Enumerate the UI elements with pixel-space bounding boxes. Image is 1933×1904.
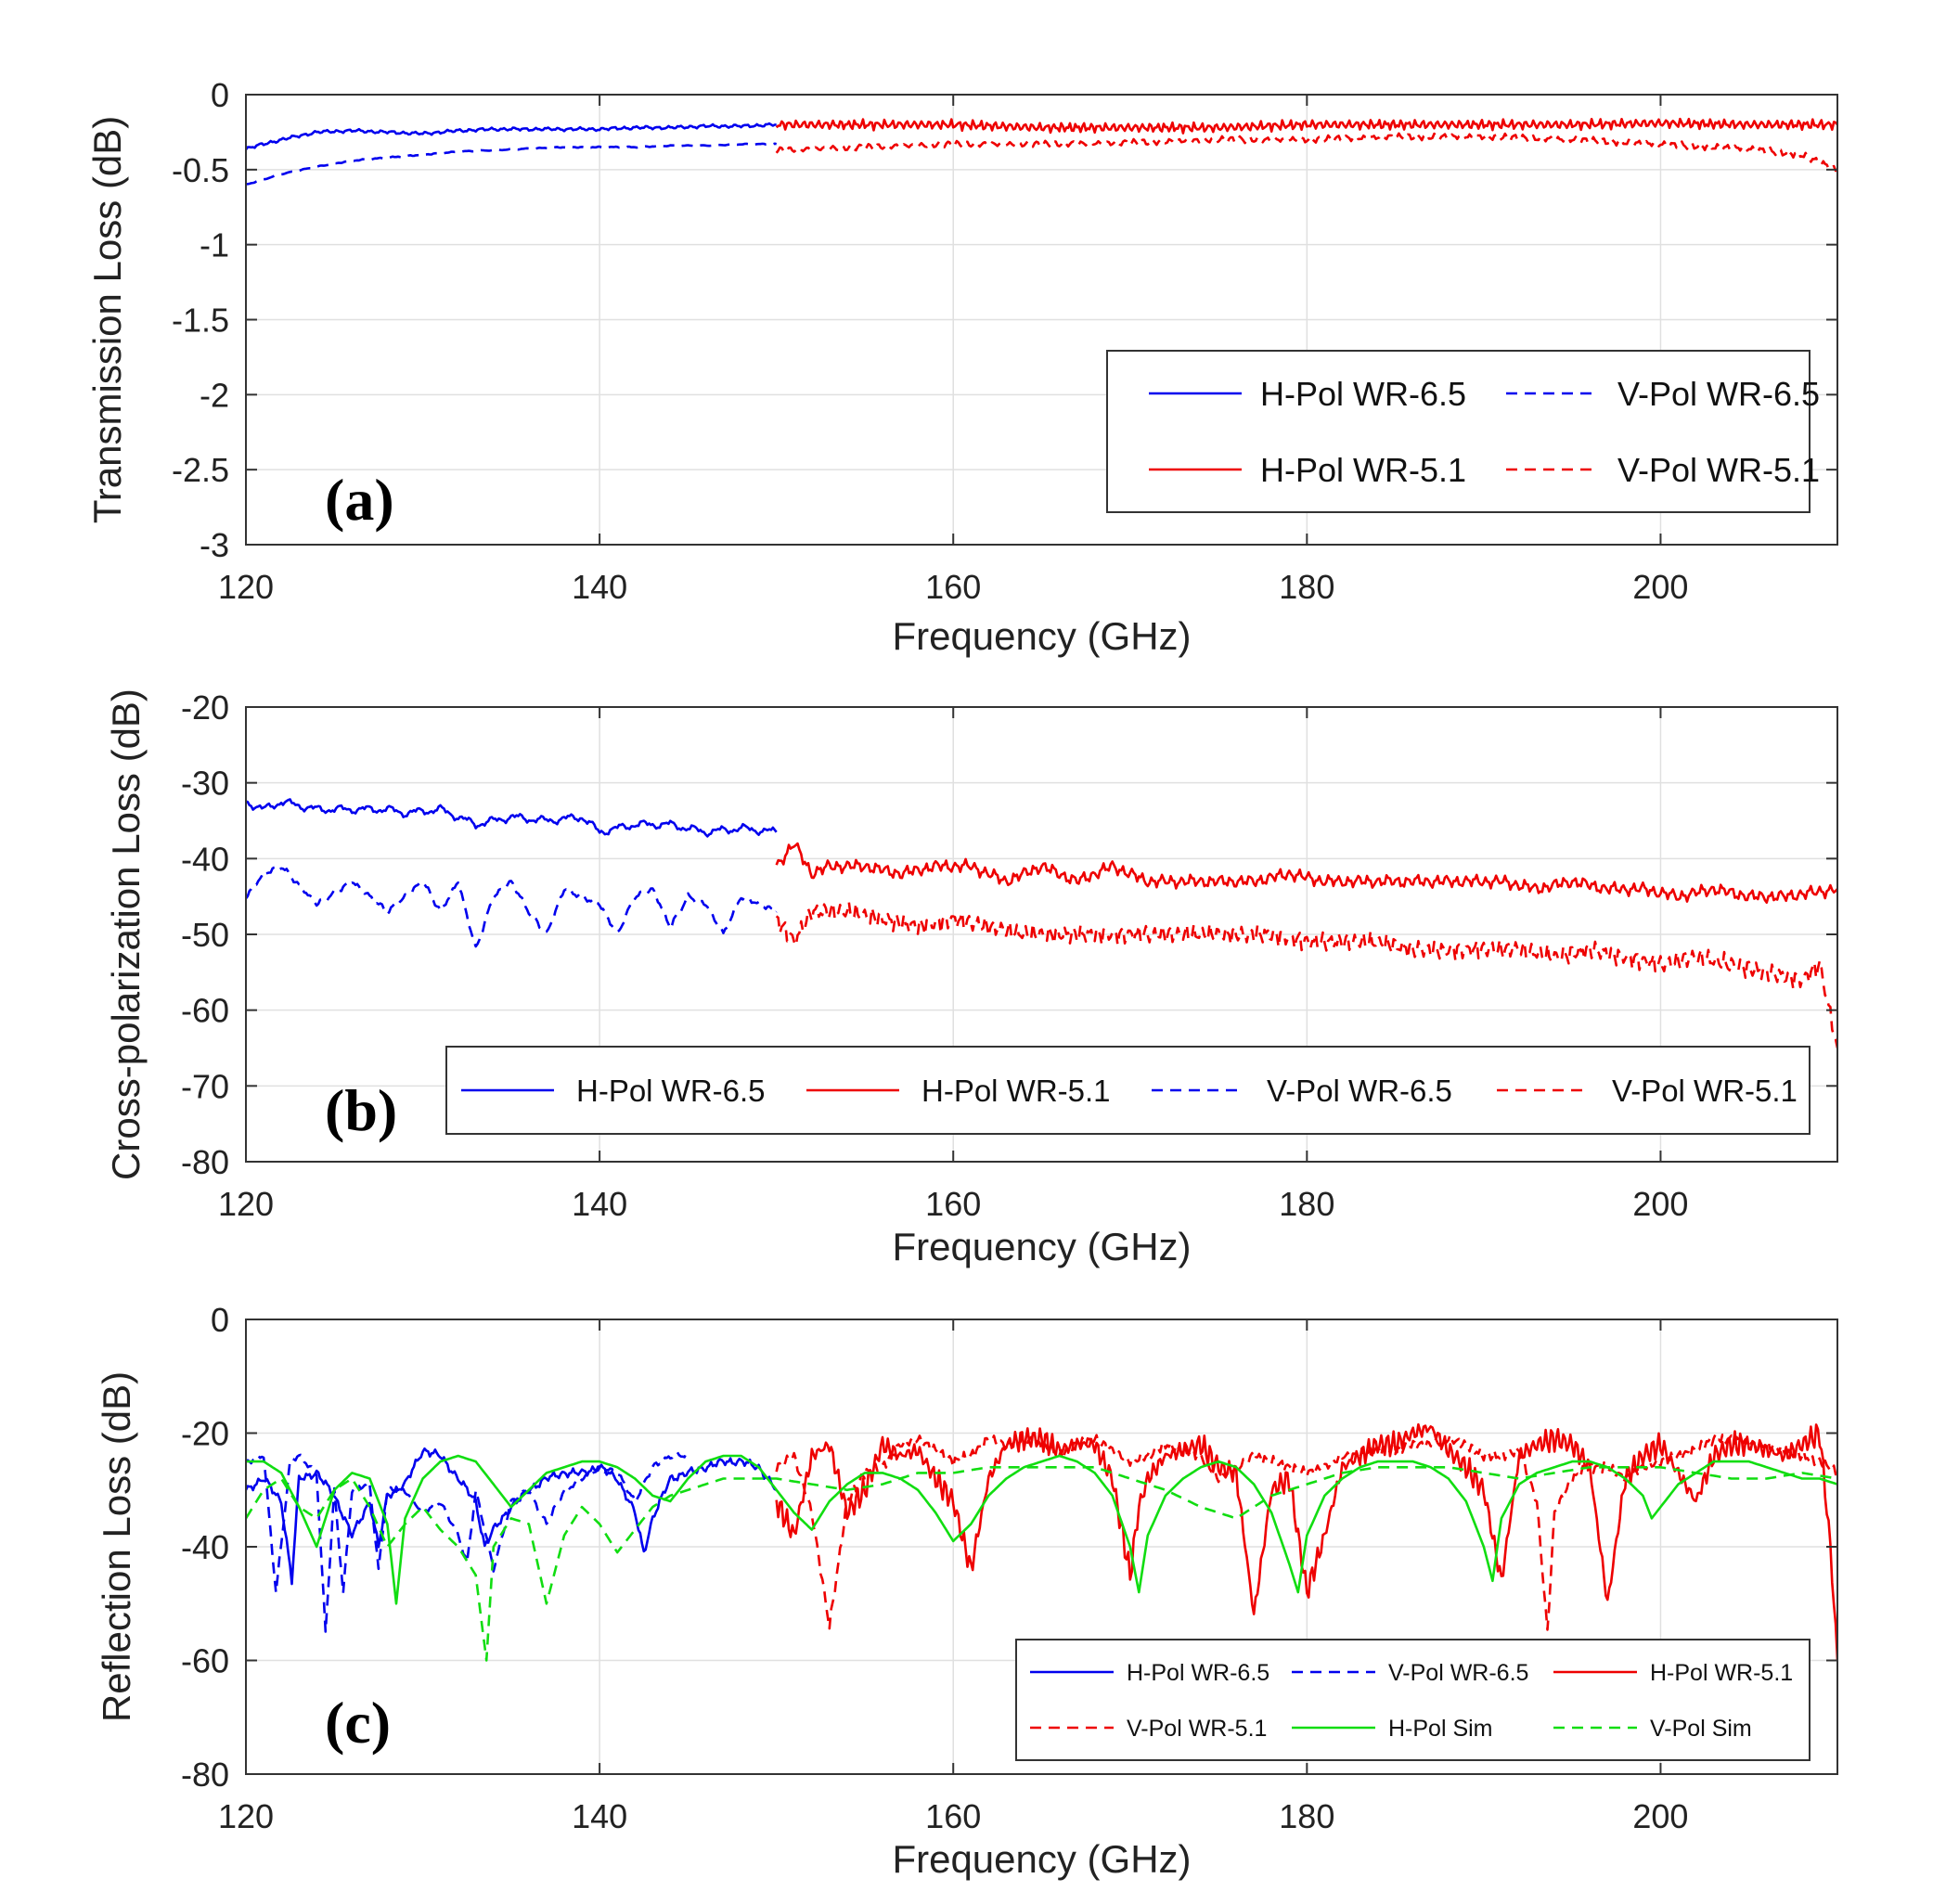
series-line-v-pol-wr-5-1 [775, 1433, 1837, 1631]
series-group [246, 798, 1837, 1048]
series-line-v-pol-sim [246, 1466, 1837, 1662]
legend-label: V-Pol WR-5.1 [1612, 1074, 1798, 1108]
x-tick-label: 140 [572, 1797, 627, 1835]
legend-label: H-Pol WR-5.1 [921, 1074, 1111, 1108]
x-tick-label: 160 [925, 568, 981, 606]
x-axis-label: Frequency (GHz) [892, 614, 1191, 658]
series-line-v-pol-wr-6-5 [246, 865, 778, 948]
legend-label: H-Pol WR-5.1 [1260, 451, 1466, 489]
y-tick-label: 0 [211, 1301, 229, 1339]
legend-label: H-Pol Sim [1388, 1716, 1493, 1742]
panel-label: (c) [325, 1690, 391, 1756]
series-line-h-pol-wr-5-1 [775, 1422, 1837, 1661]
series-line-h-pol-wr-6-5 [246, 798, 778, 838]
panel-c: 120 140 160 180 200 0 -20 -40 -60 -80 Frequency (G… [95, 1301, 1838, 1881]
legend-label: V-Pol WR-6.5 [1388, 1660, 1528, 1686]
y-tick-label: -2 [200, 376, 229, 414]
series-line-v-pol-wr-5-1 [775, 901, 1837, 1048]
y-tick-label: 0 [211, 76, 229, 114]
x-tick-label: 180 [1279, 1797, 1334, 1835]
x-tick-label: 200 [1632, 568, 1688, 606]
x-tick-label: 180 [1279, 1185, 1334, 1223]
legend-label: V-Pol Sim [1650, 1716, 1752, 1742]
x-tick-label: 180 [1279, 568, 1334, 606]
series-group [246, 1422, 1837, 1662]
legend-box [1106, 350, 1811, 513]
y-axis-label: Reflection Loss (dB) [95, 1371, 138, 1722]
x-tick-label: 120 [218, 568, 274, 606]
x-tick-label: 200 [1632, 1797, 1688, 1835]
legend: H-Pol WR-6.5 H-Pol WR-5.1 V-Pol WR-6.5 V-Po… [1106, 350, 1820, 513]
legend-box [1015, 1639, 1811, 1761]
x-tick-label: 120 [218, 1797, 274, 1835]
x-tick-label: 200 [1632, 1185, 1688, 1223]
series-line-h-pol-sim [246, 1454, 1837, 1605]
panel-a: 120 140 160 180 200 0 -0.5 -1 -1.5 -2 -2.5 -3 Freque… [85, 76, 1838, 658]
legend-label: H-Pol WR-6.5 [1260, 375, 1466, 413]
x-tick-label: 120 [218, 1185, 274, 1223]
legend-label: V-Pol WR-5.1 [1617, 451, 1820, 489]
y-tick-label: -2.5 [172, 451, 229, 489]
y-axis-label: Cross-polarization Loss (dB) [104, 688, 148, 1180]
y-tick-label: -3 [200, 526, 229, 564]
legend: H-Pol WR-6.5 V-Pol WR-5.1 V-Pol WR-6.5 H-Po… [1015, 1639, 1811, 1761]
y-tick-label: -40 [181, 1528, 229, 1566]
series-line-h-pol-wr-6-5 [246, 122, 777, 150]
y-axis-label: Transmission Loss (dB) [85, 116, 129, 524]
legend-box [445, 1046, 1811, 1135]
x-tick-label: 140 [572, 568, 627, 606]
x-tick-label: 140 [572, 1185, 627, 1223]
x-axis-label: Frequency (GHz) [892, 1837, 1191, 1881]
y-tick-label: -80 [181, 1143, 229, 1181]
legend-label: V-Pol WR-6.5 [1617, 375, 1820, 413]
y-tick-label: -20 [181, 1415, 229, 1453]
y-tick-label: -20 [181, 688, 229, 727]
panel-b: 120 140 160 180 200 -20 -30 -40 -50 -60 -70 -80 Freq… [104, 688, 1838, 1268]
y-tick-label: -1 [200, 226, 229, 264]
y-tick-label: -60 [181, 1642, 229, 1680]
legend-label: H-Pol WR-5.1 [1650, 1660, 1793, 1686]
series-line-h-pol-wr-5-1 [775, 842, 1837, 904]
series-line-v-pol-wr-6-5 [246, 142, 778, 186]
series-line-h-pol-wr-5-1 [775, 117, 1837, 135]
x-tick-label: 160 [925, 1185, 981, 1223]
legend-label: H-Pol WR-6.5 [1127, 1660, 1269, 1686]
legend-label: V-Pol WR-6.5 [1267, 1074, 1452, 1108]
legend-label: H-Pol WR-6.5 [576, 1074, 766, 1108]
legend: H-Pol WR-6.5 H-Pol WR-5.1 V-Pol WR-6.5 V-Po… [445, 1046, 1811, 1135]
series-group [246, 117, 1837, 186]
x-axis-label: Frequency (GHz) [892, 1225, 1191, 1268]
y-tick-label: -0.5 [172, 151, 229, 189]
y-tick-label: -40 [181, 840, 229, 878]
panel-label: (a) [325, 467, 394, 533]
y-tick-label: -30 [181, 765, 229, 803]
y-tick-label: -1.5 [172, 302, 229, 340]
y-tick-label: -60 [181, 992, 229, 1030]
y-tick-label: -80 [181, 1756, 229, 1794]
legend-label: V-Pol WR-5.1 [1127, 1716, 1267, 1742]
panel-label: (b) [325, 1077, 397, 1143]
x-tick-label: 160 [925, 1797, 981, 1835]
y-tick-label: -70 [181, 1067, 229, 1105]
series-line-v-pol-wr-5-1 [775, 132, 1837, 173]
y-tick-label: -50 [181, 916, 229, 954]
